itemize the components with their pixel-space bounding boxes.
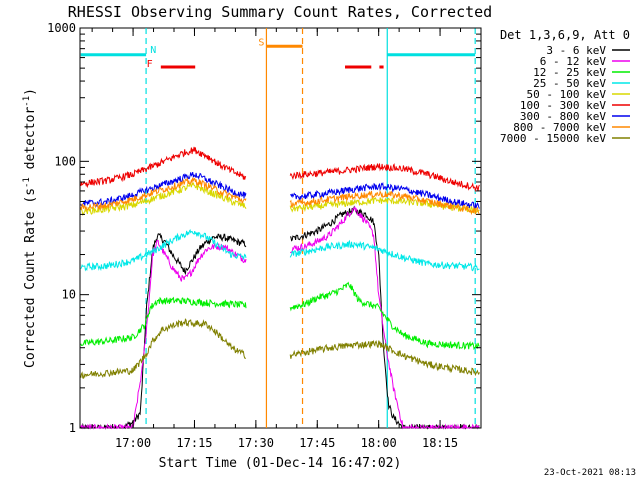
series-line <box>80 232 247 430</box>
series-line <box>80 177 247 212</box>
series-line <box>80 296 247 346</box>
legend-label: 100 - 300 keV <box>520 99 606 112</box>
status-label: N <box>150 45 156 56</box>
x-tick-label: 18:15 <box>422 436 458 450</box>
series-line <box>289 239 480 272</box>
legend-label: 7000 - 15000 keV <box>500 132 606 145</box>
x-tick-label: 17:30 <box>238 436 274 450</box>
series-line <box>80 229 247 272</box>
data-series <box>80 171 480 210</box>
y-axis-label: Corrected Count Rate (s-1 detector-1) <box>22 88 38 368</box>
data-series <box>80 205 480 430</box>
legend-label: 50 - 100 keV <box>527 88 607 101</box>
series-line <box>80 171 247 208</box>
legend-label: 800 - 7000 keV <box>513 121 606 134</box>
y-axis-label-part: ) <box>23 88 38 96</box>
data-series <box>80 206 480 430</box>
y-axis-label-exponent: -1 <box>22 96 32 107</box>
y-tick-label: 1000 <box>47 21 76 35</box>
data-series <box>80 318 480 379</box>
series-line <box>289 281 480 351</box>
x-axis-label: Start Time (01-Dec-14 16:47:02) <box>159 456 402 471</box>
legend-header: Det 1,3,6,9, Att 0 <box>500 28 630 42</box>
series-line <box>289 190 480 216</box>
series-line <box>290 206 480 430</box>
legend-label: 300 - 800 keV <box>520 110 606 123</box>
y-axis-label-part: detector <box>23 107 38 178</box>
series-line <box>80 146 247 189</box>
y-axis-label-exponent: -1 <box>22 177 32 188</box>
series-line <box>80 318 247 379</box>
series-line <box>289 339 480 377</box>
legend-label: 6 - 12 keV <box>540 55 607 68</box>
series-layer <box>80 146 480 430</box>
x-axis-ticks: 17:00 17:15 17:30 17:45 18:00 18:15 <box>91 28 482 450</box>
series-line <box>290 181 480 210</box>
data-series <box>80 281 480 351</box>
legend-label: 12 - 25 keV <box>533 66 606 79</box>
data-series <box>80 177 480 216</box>
x-tick-label: 18:00 <box>361 436 397 450</box>
series-line <box>289 196 480 214</box>
annotation-layer: N S F <box>80 28 476 428</box>
legend-label: 3 - 6 keV <box>546 44 606 57</box>
legend-label: 25 - 50 keV <box>533 77 606 90</box>
y-tick-label: 10 <box>62 288 76 302</box>
y-axis-ticks: 1 10 100 1000 <box>47 21 481 435</box>
data-series <box>80 229 480 272</box>
series-line <box>289 205 480 430</box>
y-tick-label: 1 <box>69 421 76 435</box>
y-axis-label-part: Corrected Count Rate (s <box>23 188 38 368</box>
plot-frame <box>79 27 482 429</box>
x-tick-label: 17:00 <box>115 436 151 450</box>
data-series <box>80 146 480 193</box>
x-tick-label: 17:45 <box>299 436 335 450</box>
x-tick-label: 17:15 <box>176 436 212 450</box>
y-tick-label: 100 <box>54 154 76 168</box>
status-label: S <box>258 37 264 48</box>
status-label: F <box>147 59 153 70</box>
footer-timestamp: 23-Oct-2021 08:13 <box>544 468 636 478</box>
series-line <box>289 163 480 193</box>
chart-title: RHESSI Observing Summary Count Rates, Co… <box>68 3 492 21</box>
